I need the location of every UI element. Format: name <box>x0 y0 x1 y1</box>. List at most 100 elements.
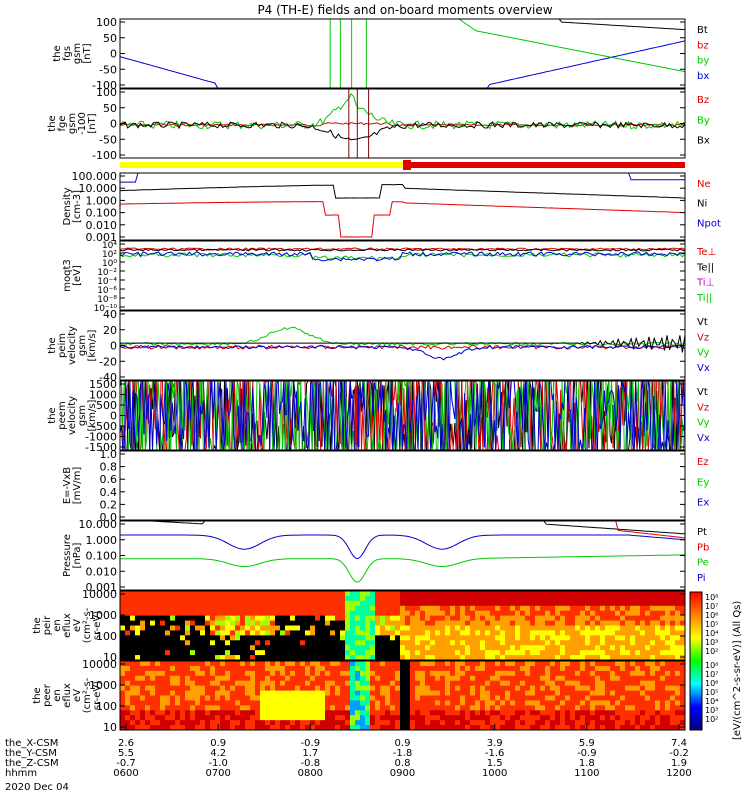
heatmap-cell <box>640 705 646 711</box>
heatmap-cell <box>525 700 531 706</box>
heatmap-cell <box>650 720 656 726</box>
heatmap-cell <box>635 685 641 692</box>
heatmap-cell <box>325 661 331 667</box>
heatmap-cell <box>375 645 381 651</box>
heatmap-cell <box>315 630 321 636</box>
heatmap-cell <box>565 595 571 602</box>
heatmap-cell <box>665 715 671 721</box>
heatmap-cell <box>335 640 341 646</box>
heatmap-cell <box>175 710 181 716</box>
heatmap-cell <box>600 720 606 726</box>
heatmap-cell <box>435 710 441 716</box>
heatmap-cell <box>430 625 436 632</box>
heatmap-cell <box>520 591 526 597</box>
pressure-pt <box>120 521 685 535</box>
heatmap-cell <box>325 620 331 627</box>
heatmap-cell <box>305 700 311 706</box>
panel-density-tick-label: 0.100 <box>86 207 118 220</box>
heatmap-cell <box>380 710 386 716</box>
heatmap-cell <box>250 670 256 677</box>
heatmap-cell <box>255 640 261 646</box>
heatmap-cell <box>400 715 406 721</box>
heatmap-cell <box>240 595 246 602</box>
x-row-value: -0.9 <box>301 738 321 749</box>
heatmap-cell <box>580 605 586 612</box>
heatmap-cell <box>595 640 601 646</box>
panel-peer-ylabel: eV <box>72 689 83 702</box>
panel-vel_i-ylabel: peim <box>57 333 68 358</box>
heatmap-cell <box>580 675 586 682</box>
heatmap-cell <box>440 690 446 697</box>
heatmap-cell <box>205 605 211 612</box>
heatmap-cell <box>615 695 621 702</box>
heatmap-cell <box>470 610 476 617</box>
heatmap-cell <box>120 705 126 711</box>
heatmap-cell <box>250 600 256 607</box>
heatmap-cell <box>235 680 241 687</box>
heatmap-cell <box>315 685 321 692</box>
heatmap-cell <box>230 695 236 702</box>
heatmap-cell <box>505 690 511 697</box>
heatmap-cell <box>545 705 551 711</box>
heatmap-cell <box>265 615 271 622</box>
heatmap-cell <box>525 661 531 667</box>
heatmap-cell <box>385 610 391 617</box>
heatmap-cell <box>130 700 136 706</box>
heatmap-cell <box>675 710 681 716</box>
heatmap-cell <box>355 635 361 641</box>
heatmap-cell <box>445 710 451 716</box>
x-row-value: 4.2 <box>210 748 226 759</box>
heatmap-cell <box>660 725 666 730</box>
heatmap-cell <box>145 595 151 602</box>
heatmap-cell <box>400 710 406 716</box>
panel-vel_e-data <box>120 381 685 450</box>
heatmap-cell <box>445 725 451 730</box>
heatmap-cell <box>230 591 236 597</box>
heatmap-cell <box>500 591 506 597</box>
heatmap-cell <box>200 725 206 730</box>
heatmap-cell <box>425 630 431 636</box>
heatmap-cell <box>660 695 666 702</box>
panel-density-tick-label: 0.001 <box>86 231 118 244</box>
heatmap-cell <box>585 645 591 651</box>
heatmap-cell <box>240 675 246 682</box>
x-row-value: 1.8 <box>579 758 595 769</box>
heatmap-cell <box>145 635 151 641</box>
heatmap-cell <box>270 630 276 636</box>
heatmap-cell <box>375 635 381 641</box>
heatmap-cell <box>160 661 166 667</box>
heatmap-cell <box>445 715 451 721</box>
heatmap-cell <box>160 710 166 716</box>
heatmap-cell <box>240 695 246 702</box>
heatmap-cell <box>575 620 581 627</box>
heatmap-cell <box>165 620 171 627</box>
heatmap-cell <box>490 605 496 612</box>
heatmap-cell <box>450 650 456 656</box>
heatmap-cell <box>435 620 441 627</box>
heatmap-cell <box>400 675 406 682</box>
heatmap-cell <box>175 600 181 607</box>
heatmap-cell <box>285 630 291 636</box>
heatmap-cell <box>245 615 251 622</box>
heatmap-cell <box>250 640 256 646</box>
heatmap-cell <box>140 655 146 660</box>
heatmap-cell <box>640 591 646 597</box>
colorbar-tick-upper: 10⁶ <box>705 611 718 620</box>
heatmap-cell <box>460 690 466 697</box>
panel-vel_e-tick-label: -1500 <box>85 441 117 454</box>
heatmap-cell <box>190 630 196 636</box>
heatmap-cell <box>675 630 681 636</box>
x-row-value: -0.2 <box>669 748 689 759</box>
heatmap-cell <box>585 715 591 721</box>
heatmap-cell <box>440 720 446 726</box>
heatmap-cell <box>620 665 626 672</box>
heatmap-cell <box>265 670 271 677</box>
heatmap-cell <box>255 600 261 607</box>
heatmap-cell <box>630 715 636 721</box>
heatmap-cell <box>495 655 501 660</box>
heatmap-cell <box>565 650 571 656</box>
heatmap-cell <box>335 725 341 730</box>
heatmap-cell <box>405 640 411 646</box>
heatmap-cell <box>525 650 531 656</box>
heatmap-cell <box>160 620 166 627</box>
